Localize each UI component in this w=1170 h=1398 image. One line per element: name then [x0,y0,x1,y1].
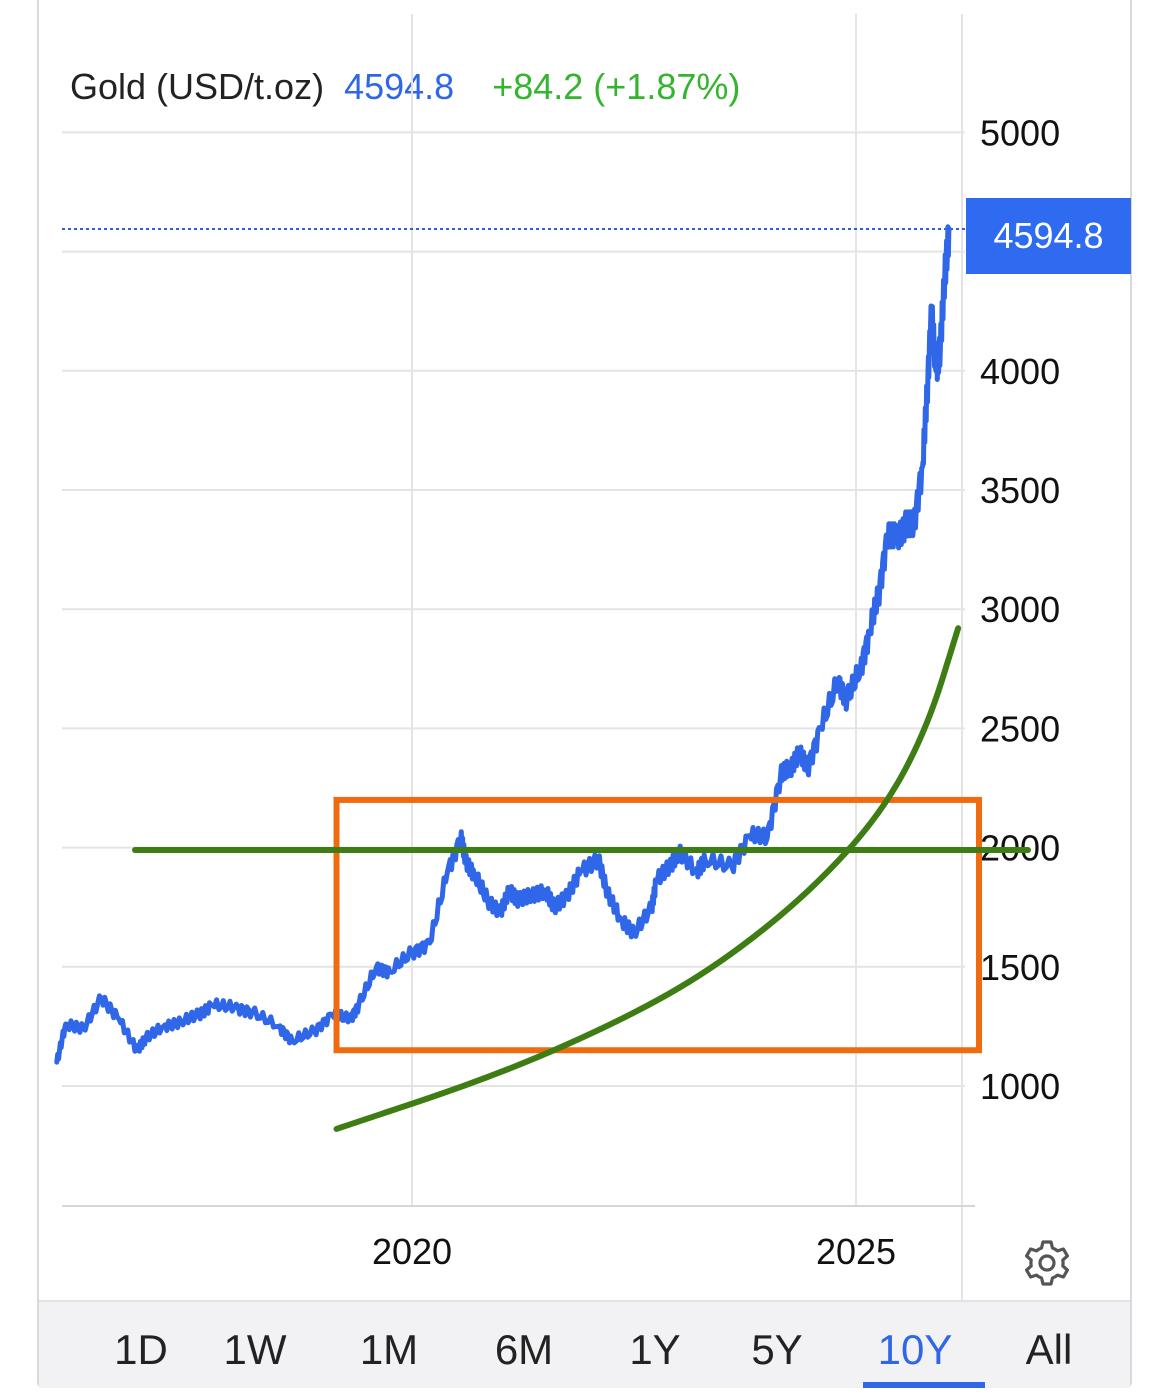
range-all-button[interactable]: All [1025,1326,1073,1373]
current-price: 4594.8 [344,66,455,107]
y-tick-label: 2500 [980,708,1060,749]
y-tick-label: 4000 [980,351,1060,392]
orange-range-box [333,796,982,1054]
range-1w-button[interactable]: 1W [223,1326,287,1373]
range-1y-button[interactable]: 1Y [629,1326,681,1373]
green-trend-curve [333,625,962,1132]
x-tick-label: 2020 [372,1231,452,1272]
range-1m-button[interactable]: 1M [359,1326,419,1373]
range-5y-button[interactable]: 5Y [751,1326,803,1373]
active-range-underline [863,1382,985,1388]
range-1d-button[interactable]: 1D [114,1326,168,1373]
gear-icon-svg [1025,1240,1069,1286]
y-tick-label: 1000 [980,1066,1060,1107]
time-range-selector: 1D 1W 1M 6M 1Y 5Y 10Y All [39,1300,1130,1388]
last-price-tag: 4594.8 [966,198,1131,274]
x-tick-label: 2025 [816,1231,896,1272]
gear-icon[interactable] [1022,1238,1072,1288]
y-tick-label: 3500 [980,470,1060,511]
y-tick-label: 3000 [980,589,1060,630]
range-6m-button[interactable]: 6M [494,1326,554,1373]
y-tick-label: 5000 [980,112,1060,153]
range-10y-button[interactable]: 10Y [877,1326,953,1373]
price-series-line [54,224,952,1065]
chart-header: Gold (USD/t.oz) 4594.8 +84.2 (+1.87%) [70,66,740,108]
instrument-name: Gold (USD/t.oz) [70,66,325,107]
y-tick-label: 1500 [980,947,1060,988]
price-change: +84.2 (+1.87%) [492,66,741,107]
